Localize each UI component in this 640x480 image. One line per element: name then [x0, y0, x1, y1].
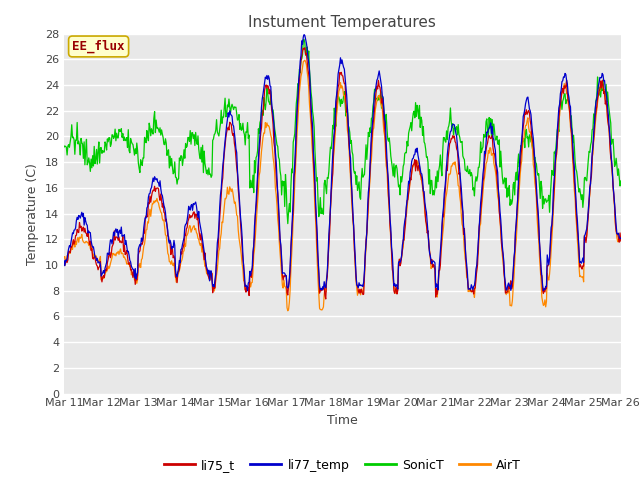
Text: EE_flux: EE_flux — [72, 40, 125, 53]
Legend: li75_t, li77_temp, SonicT, AirT: li75_t, li77_temp, SonicT, AirT — [159, 454, 526, 477]
X-axis label: Time: Time — [327, 414, 358, 427]
Title: Instument Temperatures: Instument Temperatures — [248, 15, 436, 30]
Y-axis label: Temperature (C): Temperature (C) — [26, 163, 39, 264]
